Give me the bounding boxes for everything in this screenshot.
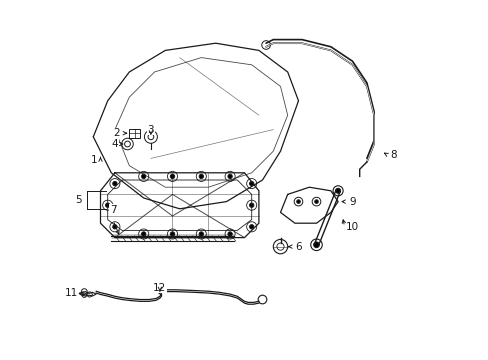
Text: 3: 3 <box>147 125 154 135</box>
Bar <box>129 129 140 138</box>
Text: 10: 10 <box>345 222 358 232</box>
Circle shape <box>170 174 174 179</box>
Text: 6: 6 <box>295 242 301 252</box>
Circle shape <box>141 232 145 236</box>
Text: 9: 9 <box>348 197 355 207</box>
Text: 8: 8 <box>390 150 396 160</box>
Circle shape <box>199 232 203 236</box>
Circle shape <box>141 174 145 179</box>
Circle shape <box>227 232 232 236</box>
Circle shape <box>249 225 253 229</box>
Text: 11: 11 <box>65 288 78 298</box>
Circle shape <box>313 242 319 248</box>
Text: 2: 2 <box>113 128 120 138</box>
Text: 5: 5 <box>76 195 82 205</box>
Text: 4: 4 <box>111 139 118 149</box>
Circle shape <box>314 200 318 203</box>
Circle shape <box>113 181 117 186</box>
Text: 7: 7 <box>110 204 116 215</box>
Text: 1: 1 <box>90 155 97 165</box>
Circle shape <box>335 188 340 193</box>
Circle shape <box>170 232 174 236</box>
Circle shape <box>249 203 253 207</box>
Circle shape <box>199 174 203 179</box>
Circle shape <box>296 200 300 203</box>
Circle shape <box>105 203 110 207</box>
Text: 12: 12 <box>153 283 166 293</box>
Circle shape <box>113 225 117 229</box>
Circle shape <box>227 174 232 179</box>
Circle shape <box>249 181 253 186</box>
